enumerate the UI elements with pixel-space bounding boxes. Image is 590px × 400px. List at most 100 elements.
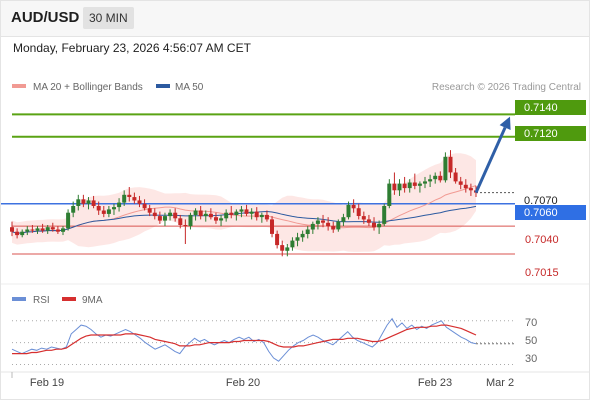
candle-body (382, 206, 386, 224)
research-watermark: Research © 2026 Trading Central (432, 82, 581, 93)
candle-body (41, 228, 45, 230)
candle-body (214, 217, 218, 220)
candle-body (20, 232, 24, 235)
x-tick-feb19: Feb 19 (30, 377, 64, 389)
candle-body (336, 222, 340, 230)
rsi-ma-legend-label: 9MA (82, 295, 103, 306)
candle-body (46, 227, 50, 230)
candle-body (423, 181, 427, 183)
candle-body (372, 223, 376, 228)
forecast-arrow (476, 117, 511, 193)
candle-body (71, 206, 75, 213)
candle-body (81, 199, 85, 204)
price-label-s2: 0.7015 (525, 267, 559, 279)
candle-body (326, 223, 330, 226)
candle-body (362, 216, 366, 219)
candle-body (66, 213, 70, 229)
rsi-level-30: 30 (525, 353, 537, 365)
candle-body (398, 184, 402, 191)
candle-body (438, 176, 442, 181)
candle-body (408, 183, 412, 189)
candle-body (234, 212, 238, 215)
candle-body (173, 213, 177, 219)
candle-body (168, 213, 172, 216)
candle-body (189, 215, 193, 226)
candle-body (92, 200, 96, 206)
candle-body (347, 205, 351, 217)
candle-body (433, 176, 437, 179)
candle-body (265, 215, 269, 220)
candle-body (428, 179, 432, 181)
candle-body (10, 227, 14, 232)
candle-body (61, 228, 65, 231)
candle-body (199, 211, 203, 217)
candle-body (204, 214, 208, 216)
candle-body (97, 206, 101, 211)
candle-body (449, 157, 453, 173)
candle-body (240, 209, 244, 211)
candle (66, 209, 70, 230)
candle (382, 204, 386, 226)
candle-body (454, 173, 458, 182)
candle-body (112, 207, 116, 209)
svg-text:0.7140: 0.7140 (524, 102, 558, 114)
candle-body (127, 195, 131, 197)
candle-body (107, 209, 111, 214)
x-tick-mar2: Mar 2 (486, 377, 514, 389)
price-label-r2: 0.7120 (515, 126, 586, 141)
candle-body (143, 204, 147, 209)
candle-body (403, 184, 407, 189)
ma50-legend-swatch (156, 84, 170, 88)
candle-body (117, 203, 121, 208)
candle (387, 179, 391, 208)
candle-body (76, 199, 80, 206)
candle-body (87, 200, 91, 203)
candle-body (377, 224, 381, 227)
candle-body (245, 209, 249, 214)
candle-body (153, 213, 157, 216)
candle-body (367, 219, 371, 222)
candle-body (250, 212, 254, 214)
candle-body (321, 221, 325, 223)
candle-body (209, 214, 213, 217)
candle-body (178, 218, 182, 225)
candle-body (392, 184, 396, 191)
candle-body (443, 157, 447, 181)
candle-body (296, 237, 300, 240)
candle (443, 152, 447, 182)
candle-body (158, 216, 162, 221)
candle-body (316, 221, 320, 224)
candle-body (413, 183, 417, 186)
candle-body (51, 227, 55, 229)
rsi-legend-label: RSI (33, 295, 50, 306)
price-label-pivot: 0.7060 (515, 205, 586, 220)
candle-body (387, 184, 391, 206)
candle-body (270, 219, 274, 234)
candle-body (311, 224, 315, 230)
candle-body (229, 213, 233, 215)
candle-body (102, 211, 106, 214)
candle-body (280, 245, 284, 251)
candle-body (194, 211, 198, 216)
candle-body (183, 225, 187, 226)
candle-body (224, 213, 228, 219)
rsi-level-70: 70 (525, 317, 537, 329)
candle-body (306, 230, 310, 235)
svg-text:0.7120: 0.7120 (524, 128, 558, 140)
candle-body (36, 228, 40, 230)
candle-body (459, 181, 463, 184)
ma50-legend-label: MA 50 (175, 82, 204, 93)
rsi-legend-swatch (12, 297, 26, 301)
candle-body (357, 208, 361, 216)
candle-body (469, 188, 473, 190)
svg-text:0.7060: 0.7060 (524, 207, 558, 219)
candle-body (138, 200, 142, 203)
rsi-ma-legend-swatch (62, 297, 76, 301)
candle-body (418, 184, 422, 186)
candle-body (122, 195, 126, 203)
candle-body (255, 212, 259, 218)
candle-body (331, 226, 335, 229)
candle-body (352, 205, 356, 208)
x-tick-feb20: Feb 20 (226, 377, 260, 389)
